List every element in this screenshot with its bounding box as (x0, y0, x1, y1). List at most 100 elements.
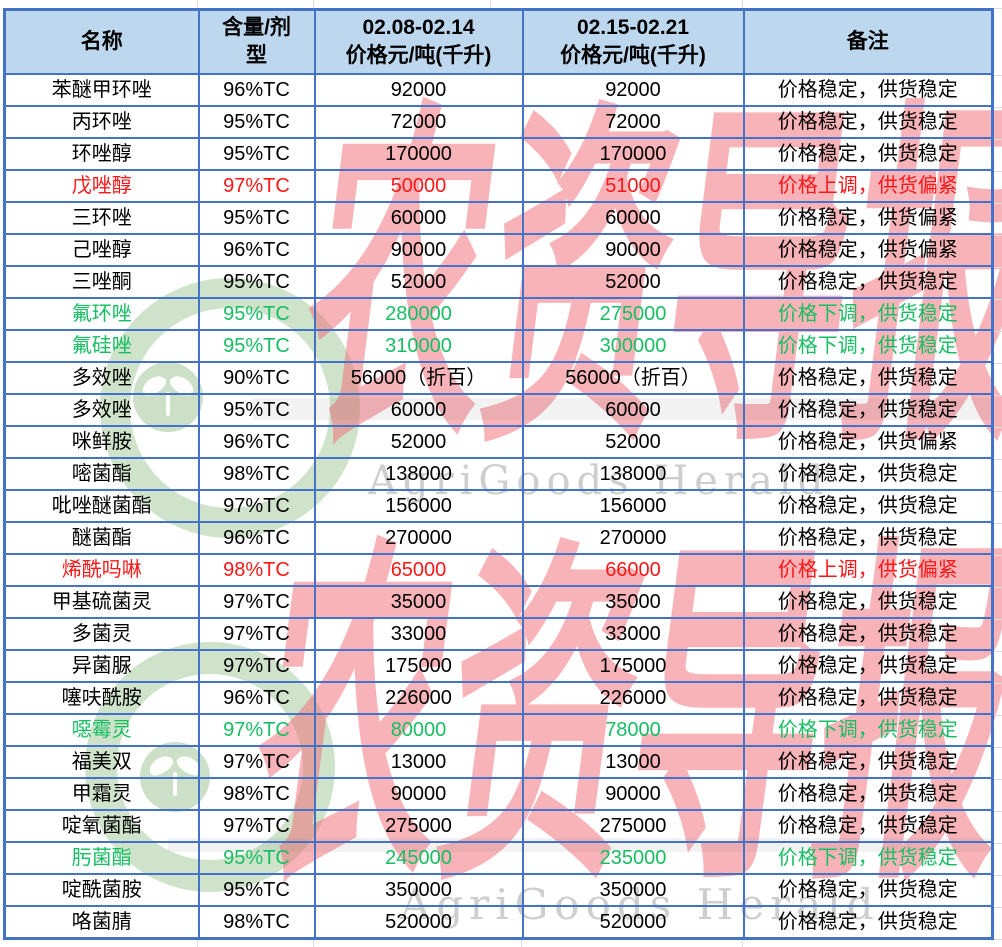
name-cell: 甲霜灵 (3, 777, 200, 811)
spec-cell: 97%TC (197, 745, 316, 779)
name-cell: 苯醚甲环唑 (3, 73, 200, 107)
price-week2-cell: 156000 (521, 489, 745, 523)
spec-cell: 95%TC (197, 201, 316, 235)
table-row: 醚菌酯 96%TC 270000 270000 价格稳定，供货稳定 (3, 521, 994, 555)
name-cell: 吡唑醚菌酯 (3, 489, 200, 523)
table-row: 环唑醇 95%TC 170000 170000 价格稳定，供货稳定 (3, 137, 994, 171)
col-header-label: 名称 (80, 29, 123, 53)
gridline-stub (991, 555, 1002, 556)
gridline-stub (991, 299, 1002, 300)
price-week1-cell: 60000 (313, 393, 524, 427)
price-week1-cell: 52000 (313, 265, 524, 299)
remark-cell: 价格上调，供货偏紧 (742, 169, 994, 203)
col-header-label: 价格元/吨(千升) (345, 44, 492, 67)
price-week2-cell: 13000 (521, 745, 745, 779)
price-week1-cell: 350000 (313, 873, 524, 907)
price-week1-cell: 170000 (313, 137, 524, 171)
price-week2-cell: 226000 (521, 681, 745, 715)
table-row: 多菌灵 97%TC 33000 33000 价格稳定，供货稳定 (3, 617, 994, 651)
remark-cell: 价格稳定，供货稳定 (742, 73, 994, 107)
gridline-stub (991, 619, 1002, 620)
spec-cell: 95%TC (197, 393, 316, 427)
gridline-stub (991, 363, 1002, 364)
price-week2-cell: 90000 (521, 777, 745, 811)
col-header-name: 名称 (3, 8, 200, 75)
price-week1-cell: 60000 (313, 201, 524, 235)
price-week2-cell: 170000 (521, 137, 745, 171)
price-week1-cell: 245000 (313, 841, 524, 875)
col-header-label: 02.15-02.21 (576, 15, 690, 39)
name-cell: 三唑酮 (3, 265, 200, 299)
spec-cell: 95%TC (197, 329, 316, 363)
gridline-stub (991, 235, 1002, 236)
price-week2-cell: 78000 (521, 713, 745, 747)
price-week1-cell: 35000 (313, 585, 524, 619)
price-week2-cell: 72000 (521, 105, 745, 139)
remark-cell: 价格下调，供货稳定 (742, 841, 994, 875)
table-row: 噻呋酰胺 96%TC 226000 226000 价格稳定，供货稳定 (3, 681, 994, 715)
spec-cell: 98%TC (197, 905, 316, 940)
spec-cell: 98%TC (197, 777, 316, 811)
price-week2-cell: 275000 (521, 809, 745, 843)
gridline-stub (991, 715, 1002, 716)
name-cell: 肟菌酯 (3, 841, 200, 875)
gridline-stub (991, 331, 1002, 332)
remark-cell: 价格稳定，供货稳定 (742, 617, 994, 651)
name-cell: 戊唑醇 (3, 169, 200, 203)
spec-cell: 90%TC (197, 361, 316, 395)
gridline-stub (991, 491, 1002, 492)
table-row: 多效唑 95%TC 60000 60000 价格稳定，供货稳定 (3, 393, 994, 427)
price-week1-cell: 72000 (313, 105, 524, 139)
gridline-stub (991, 747, 1002, 748)
gridline-stub (991, 203, 1002, 204)
price-week1-cell: 226000 (313, 681, 524, 715)
price-week1-cell: 520000 (313, 905, 524, 940)
price-week2-cell: 275000 (521, 297, 745, 331)
spec-cell: 95%TC (197, 297, 316, 331)
price-week2-cell: 60000 (521, 201, 745, 235)
price-week2-cell: 52000 (521, 265, 745, 299)
spec-cell: 97%TC (197, 809, 316, 843)
name-cell: 丙环唑 (3, 105, 200, 139)
name-cell: 异菌脲 (3, 649, 200, 683)
name-cell: 嘧菌酯 (3, 457, 200, 491)
remark-cell: 价格下调，供货稳定 (742, 713, 994, 747)
remark-cell: 价格稳定，供货稳定 (742, 137, 994, 171)
spec-cell: 96%TC (197, 425, 316, 459)
spec-cell: 97%TC (197, 649, 316, 683)
price-week1-cell: 280000 (313, 297, 524, 331)
gridline-stub (991, 459, 1002, 460)
name-cell: 啶酰菌胺 (3, 873, 200, 907)
table-row: 异菌脲 97%TC 175000 175000 价格稳定，供货稳定 (3, 649, 994, 683)
table-row: 苯醚甲环唑 96%TC 92000 92000 价格稳定，供货稳定 (3, 73, 994, 107)
table-row: 啶氧菌酯 97%TC 275000 275000 价格稳定，供货稳定 (3, 809, 994, 843)
price-week1-cell: 56000（折百） (313, 361, 524, 395)
col-header-label: 型 (246, 44, 267, 67)
gridline-stub (991, 587, 1002, 588)
price-week1-cell: 92000 (313, 73, 524, 107)
price-week1-cell: 13000 (313, 745, 524, 779)
table-row: 咯菌腈 98%TC 520000 520000 价格稳定，供货稳定 (3, 905, 994, 940)
name-cell: 多效唑 (3, 361, 200, 395)
table-row: 己唑醇 96%TC 90000 90000 价格稳定，供货偏紧 (3, 233, 994, 267)
remark-cell: 价格稳定，供货偏紧 (742, 233, 994, 267)
price-week2-cell: 52000 (521, 425, 745, 459)
gridline-stub (991, 427, 1002, 428)
remark-cell: 价格稳定，供货稳定 (742, 265, 994, 299)
gridline-stub (991, 267, 1002, 268)
remark-cell: 价格稳定，供货偏紧 (742, 425, 994, 459)
price-week2-cell: 33000 (521, 617, 745, 651)
spec-cell: 96%TC (197, 233, 316, 267)
spec-cell: 95%TC (197, 841, 316, 875)
col-header-spec: 含量/剂 型 (197, 8, 316, 75)
price-week1-cell: 50000 (313, 169, 524, 203)
name-cell: 烯酰吗啉 (3, 553, 200, 587)
spec-cell: 95%TC (197, 265, 316, 299)
remark-cell: 价格稳定，供货稳定 (742, 105, 994, 139)
remark-cell: 价格上调，供货偏紧 (742, 553, 994, 587)
col-header-remark: 备注 (742, 8, 994, 75)
spec-cell: 98%TC (197, 457, 316, 491)
price-week1-cell: 33000 (313, 617, 524, 651)
gridline-stub (991, 75, 1002, 76)
